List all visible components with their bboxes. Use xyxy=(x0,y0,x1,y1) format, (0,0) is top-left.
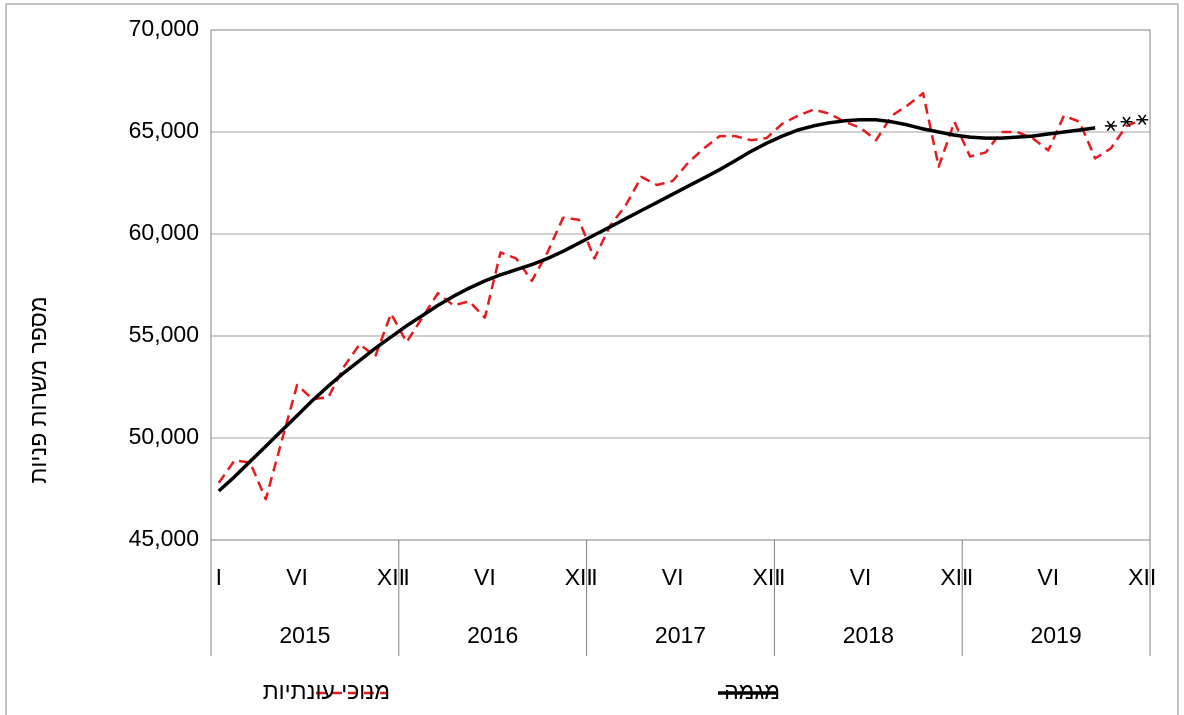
x-tick-label: VI xyxy=(850,564,872,590)
y-tick-label: 55,000 xyxy=(129,321,199,347)
legend-label: מגמה xyxy=(724,678,780,704)
x-tick-label: XII xyxy=(1128,564,1156,590)
x-tick-label: I xyxy=(967,564,973,590)
chart-frame xyxy=(5,3,1179,715)
x-tick-label: VI xyxy=(474,564,496,590)
year-label: 2015 xyxy=(279,622,330,648)
y-tick-label: 50,000 xyxy=(129,423,199,449)
x-tick-label: I xyxy=(216,564,222,590)
x-tick-label: VI xyxy=(1037,564,1059,590)
x-tick-label: XII xyxy=(940,564,968,590)
x-tick-label: XII xyxy=(753,564,781,590)
x-tick-label: VI xyxy=(286,564,308,590)
legend-label: מנוכי עונתיות xyxy=(263,678,390,704)
series-line xyxy=(217,118,1096,493)
y-axis-label: מספר משרות פניות xyxy=(25,296,51,483)
asterisk-marker xyxy=(1104,120,1117,132)
x-tick-label: I xyxy=(591,564,597,590)
y-tick-label: 60,000 xyxy=(129,219,199,245)
x-tick-label: XII xyxy=(377,564,405,590)
y-tick-label: 65,000 xyxy=(129,117,199,143)
asterisk-marker xyxy=(1120,116,1133,128)
asterisk-marker xyxy=(1136,114,1149,126)
year-label: 2019 xyxy=(1031,622,1082,648)
year-label: 2016 xyxy=(467,622,518,648)
year-label: 2018 xyxy=(843,622,894,648)
x-tick-label: I xyxy=(403,564,409,590)
year-label: 2017 xyxy=(655,622,706,648)
y-tick-label: 45,000 xyxy=(129,525,199,551)
plot-border xyxy=(210,29,1151,541)
y-tick-label: 70,000 xyxy=(129,15,199,41)
x-tick-label: XII xyxy=(565,564,593,590)
x-tick-label: I xyxy=(779,564,785,590)
x-tick-label: VI xyxy=(662,564,684,590)
